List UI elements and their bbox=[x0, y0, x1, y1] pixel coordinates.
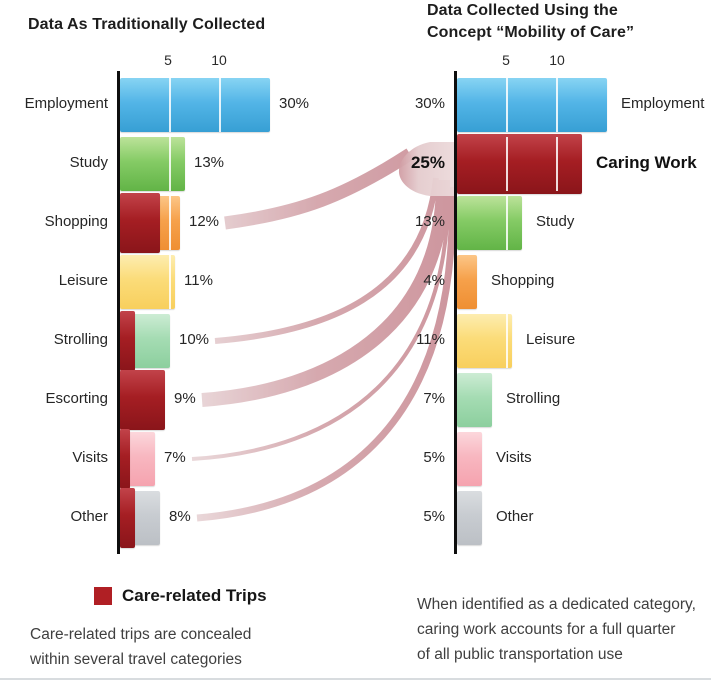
left-chart-title: Data As Traditionally Collected bbox=[28, 16, 266, 33]
value-label-strolling: 10% bbox=[179, 331, 210, 348]
bar-strolling bbox=[457, 373, 492, 427]
care-swatch-icon bbox=[94, 587, 112, 605]
category-label-employment: Employment bbox=[24, 95, 108, 112]
category-label-shopping: Shopping bbox=[44, 213, 108, 230]
category-label-shopping: Shopping bbox=[491, 272, 555, 289]
gridline bbox=[556, 78, 558, 132]
bar-leisure bbox=[120, 255, 175, 309]
bar-visits bbox=[457, 432, 482, 486]
bar-study bbox=[457, 196, 522, 250]
right-chart-title-line1: Data Collected Using the bbox=[427, 2, 618, 19]
value-label-shopping: 4% bbox=[423, 272, 445, 289]
gridline bbox=[506, 196, 508, 250]
gridline bbox=[169, 255, 171, 309]
bar-escorting bbox=[120, 370, 165, 430]
value-label-other: 8% bbox=[169, 508, 191, 525]
right-caption: When identified as a dedicated category,… bbox=[417, 592, 696, 667]
left-chart-axis bbox=[117, 71, 120, 554]
category-label-caring-work: Caring Work bbox=[596, 153, 697, 172]
category-label-other: Other bbox=[496, 508, 534, 525]
bar-employment bbox=[120, 78, 270, 132]
bar-leisure bbox=[457, 314, 512, 368]
bar-care-segment-visits bbox=[120, 429, 130, 489]
category-label-study: Study bbox=[69, 154, 108, 171]
category-label-study: Study bbox=[536, 213, 575, 230]
value-label-visits: 5% bbox=[423, 449, 445, 466]
legend-label: Care-related Trips bbox=[122, 586, 267, 605]
gridline bbox=[506, 78, 508, 132]
value-label-leisure: 11% bbox=[416, 331, 445, 348]
right-chart-title-line2: Concept “Mobility of Care” bbox=[427, 24, 635, 41]
category-label-strolling: Strolling bbox=[506, 390, 561, 407]
right-axis-tick-5: 5 bbox=[502, 52, 510, 68]
value-label-leisure: 11% bbox=[184, 272, 213, 289]
gridline bbox=[506, 137, 508, 191]
value-label-other: 5% bbox=[423, 508, 445, 525]
right-caption-line3: of all public transportation use bbox=[417, 646, 623, 663]
right-caption-line2: caring work accounts for a full quarter bbox=[417, 621, 676, 638]
value-label-employment: 30% bbox=[414, 95, 445, 112]
legend-care-related-trips: Care-related Trips bbox=[94, 586, 267, 606]
left-caption: Care-related trips are concealed within … bbox=[30, 622, 251, 672]
category-label-visits: Visits bbox=[72, 449, 108, 466]
left-axis-tick-5: 5 bbox=[164, 52, 172, 68]
bar-care-segment-shopping bbox=[120, 193, 160, 253]
value-label-visits: 7% bbox=[164, 449, 186, 466]
value-label-strolling: 7% bbox=[423, 390, 445, 407]
right-axis-tick-10: 10 bbox=[549, 52, 565, 68]
value-label-study: 13% bbox=[414, 213, 445, 230]
right-caption-line1: When identified as a dedicated category, bbox=[417, 596, 696, 613]
gridline bbox=[506, 314, 508, 368]
left-axis-tick-10: 10 bbox=[211, 52, 227, 68]
bottom-rule bbox=[0, 678, 711, 680]
right-chart-axis bbox=[454, 71, 457, 554]
bar-study bbox=[120, 137, 185, 191]
gridline bbox=[169, 196, 171, 250]
value-label-employment: 30% bbox=[279, 95, 310, 112]
bar-care-segment-strolling bbox=[120, 311, 135, 371]
category-label-leisure: Leisure bbox=[526, 331, 576, 348]
category-label-visits: Visits bbox=[496, 449, 532, 466]
gridline bbox=[219, 78, 221, 132]
category-label-employment: Employment bbox=[621, 95, 705, 112]
gridline bbox=[169, 137, 171, 191]
value-label-escorting: 9% bbox=[174, 390, 196, 407]
bar-shopping bbox=[457, 255, 477, 309]
category-label-escorting: Escorting bbox=[45, 390, 108, 407]
gridline bbox=[169, 78, 171, 132]
category-label-leisure: Leisure bbox=[58, 272, 108, 289]
value-label-study: 13% bbox=[194, 154, 225, 171]
bar-care-segment-other bbox=[120, 488, 135, 548]
value-label-caring-work: 25% bbox=[410, 153, 445, 172]
category-label-other: Other bbox=[70, 508, 108, 525]
category-label-strolling: Strolling bbox=[53, 331, 108, 348]
bar-other bbox=[457, 491, 482, 545]
left-caption-line1: Care-related trips are concealed bbox=[30, 626, 252, 643]
left-caption-line2: within several travel categories bbox=[30, 651, 242, 668]
bar-caring-work bbox=[457, 134, 582, 194]
value-label-shopping: 12% bbox=[189, 213, 220, 230]
bar-employment bbox=[457, 78, 607, 132]
gridline bbox=[556, 137, 558, 191]
